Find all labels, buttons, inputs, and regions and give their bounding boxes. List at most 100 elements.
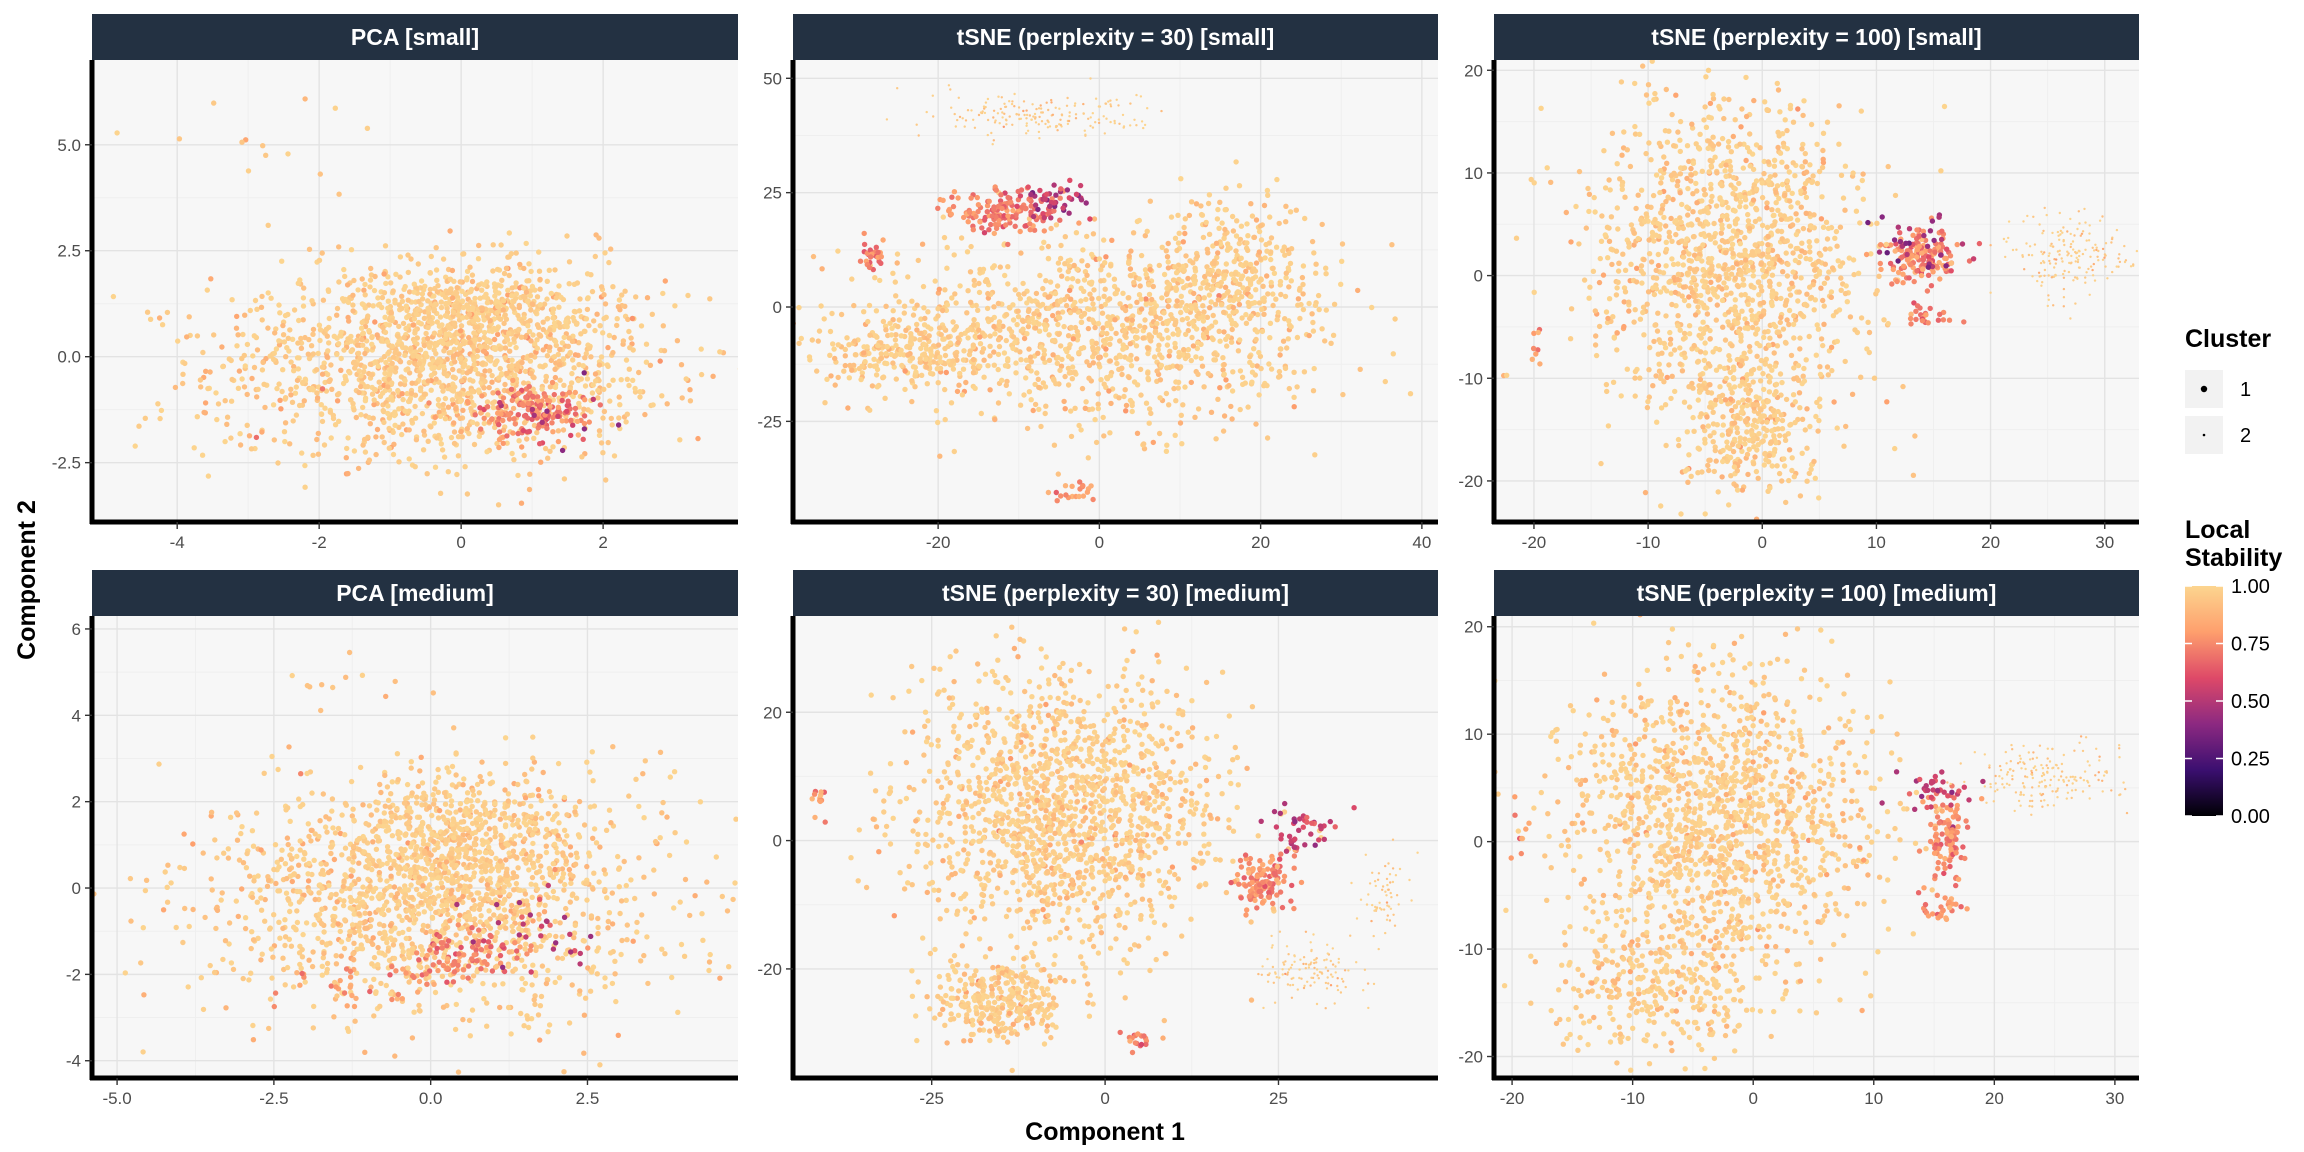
data-point bbox=[1091, 216, 1098, 222]
data-point bbox=[1708, 279, 1714, 285]
data-point bbox=[845, 405, 851, 411]
data-point bbox=[1646, 100, 1652, 106]
data-point bbox=[1055, 321, 1061, 328]
data-point bbox=[485, 412, 491, 418]
data-point bbox=[970, 356, 977, 363]
data-point bbox=[707, 296, 713, 302]
data-point bbox=[1150, 283, 1157, 290]
data-point bbox=[608, 246, 614, 252]
data-point bbox=[1025, 132, 1028, 135]
data-point bbox=[1041, 228, 1048, 234]
data-point bbox=[874, 384, 880, 390]
data-point bbox=[581, 328, 588, 334]
data-point bbox=[1097, 118, 1101, 121]
data-point bbox=[1003, 337, 1009, 344]
data-point bbox=[1249, 379, 1255, 385]
data-point bbox=[176, 136, 183, 142]
data-point bbox=[1107, 430, 1113, 436]
data-point bbox=[1319, 221, 1325, 228]
data-point bbox=[504, 433, 510, 439]
data-point bbox=[1005, 264, 1011, 270]
data-point bbox=[1300, 281, 1306, 288]
data-point bbox=[460, 407, 466, 413]
data-point bbox=[1069, 376, 1076, 382]
data-point bbox=[296, 402, 303, 409]
data-point bbox=[1031, 320, 1037, 326]
data-point bbox=[1235, 348, 1242, 354]
data-point bbox=[1198, 355, 1205, 361]
data-point bbox=[530, 394, 536, 400]
data-point bbox=[1185, 352, 1191, 358]
data-point bbox=[1221, 371, 1227, 377]
data-point bbox=[528, 352, 534, 358]
panel-title: tSNE (perplexity = 30) [small] bbox=[957, 24, 1275, 50]
data-point bbox=[1686, 251, 1692, 257]
data-point bbox=[495, 331, 501, 338]
data-point bbox=[1814, 180, 1821, 187]
data-point bbox=[435, 396, 442, 403]
data-point bbox=[1264, 248, 1270, 254]
data-point bbox=[1172, 235, 1179, 241]
data-point bbox=[545, 455, 551, 461]
data-point bbox=[963, 379, 969, 386]
data-point bbox=[455, 312, 462, 318]
data-point bbox=[552, 384, 559, 391]
data-point bbox=[1297, 315, 1303, 322]
data-point bbox=[583, 316, 590, 322]
data-point bbox=[986, 133, 989, 137]
data-point bbox=[1328, 340, 1334, 346]
data-point bbox=[596, 432, 603, 438]
data-point bbox=[1221, 361, 1227, 368]
data-point bbox=[951, 252, 957, 258]
data-point bbox=[1749, 297, 1756, 303]
data-point bbox=[1101, 237, 1107, 243]
data-point bbox=[874, 342, 881, 349]
data-point bbox=[1065, 268, 1072, 275]
data-point bbox=[883, 350, 889, 357]
data-point bbox=[580, 436, 586, 442]
data-point bbox=[408, 345, 414, 351]
data-point bbox=[1053, 489, 1060, 496]
data-point bbox=[402, 283, 408, 290]
data-point bbox=[1008, 100, 1011, 103]
data-point bbox=[1817, 364, 1823, 370]
data-point bbox=[1001, 116, 1004, 119]
panel-strip bbox=[1494, 14, 2139, 60]
data-point bbox=[1148, 410, 1154, 417]
data-point bbox=[229, 297, 235, 303]
data-point bbox=[248, 446, 255, 452]
data-point bbox=[324, 354, 330, 360]
data-point bbox=[1291, 369, 1297, 375]
data-point bbox=[1157, 377, 1164, 383]
data-point bbox=[386, 425, 392, 432]
data-point bbox=[454, 290, 460, 296]
data-point bbox=[427, 270, 433, 276]
data-point bbox=[388, 309, 394, 316]
data-point bbox=[325, 371, 331, 378]
data-point bbox=[1253, 336, 1259, 343]
data-point bbox=[1090, 496, 1096, 503]
data-point bbox=[544, 353, 551, 359]
data-point bbox=[431, 293, 437, 299]
data-point bbox=[1036, 406, 1042, 413]
data-point bbox=[1090, 301, 1096, 307]
data-point bbox=[496, 444, 502, 451]
data-point bbox=[1190, 343, 1197, 349]
data-point bbox=[521, 452, 527, 459]
data-point bbox=[1784, 178, 1791, 184]
data-point bbox=[180, 380, 186, 387]
data-point bbox=[374, 332, 380, 338]
data-point bbox=[1053, 192, 1059, 198]
data-point bbox=[359, 276, 365, 282]
data-point bbox=[1127, 303, 1133, 309]
data-point bbox=[981, 230, 988, 236]
data-point bbox=[1087, 117, 1090, 121]
data-point bbox=[1818, 285, 1824, 291]
data-point bbox=[1191, 290, 1197, 297]
data-point bbox=[953, 112, 956, 116]
data-point bbox=[943, 369, 949, 376]
data-point bbox=[1223, 261, 1230, 267]
data-point bbox=[1212, 301, 1219, 307]
data-point bbox=[1275, 309, 1282, 316]
data-point bbox=[1824, 236, 1831, 242]
